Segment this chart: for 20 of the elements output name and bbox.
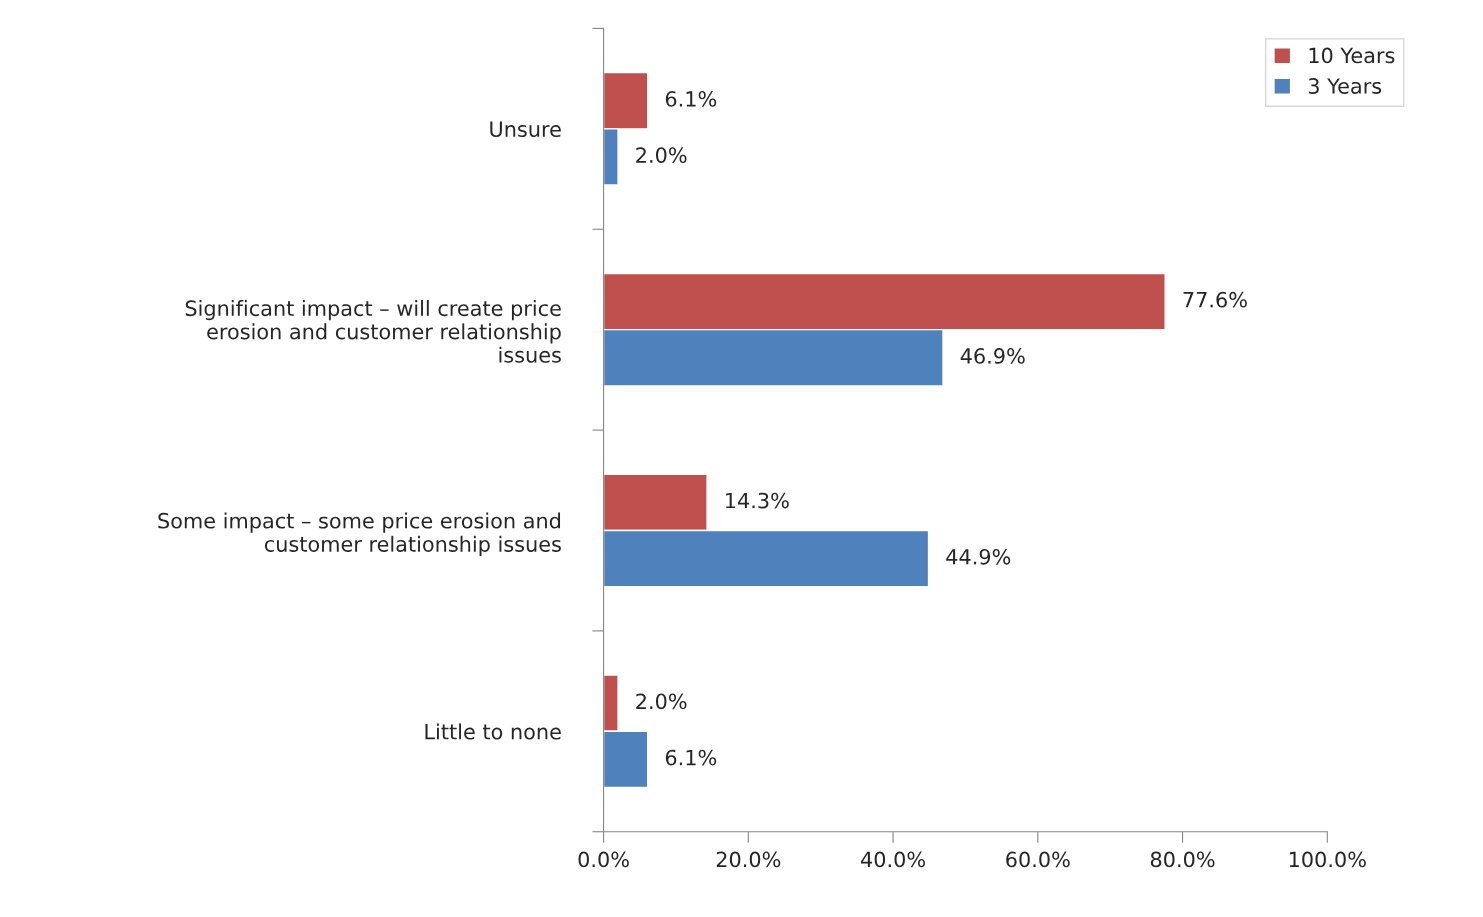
x-tick-label: 80.0% [1150, 851, 1215, 868]
legend-label: 10 Years [1309, 47, 1395, 64]
x-tick-label: 60.0% [1006, 851, 1070, 868]
y-tick-label: Unsure [490, 121, 561, 138]
y-tick-label: Some impact – some price erosion and customer relationship issues [158, 512, 561, 556]
data-label: 6.1% [665, 91, 717, 107]
data-label: 44.9% [946, 548, 1011, 565]
data-label: 2.0% [636, 693, 687, 710]
y-tick-label: Little to none [425, 723, 561, 740]
legend-label: 3 Years [1308, 78, 1382, 94]
data-label: 2.0% [636, 147, 687, 163]
data-label: 46.9% [960, 348, 1025, 364]
data-label: 77.6% [1183, 291, 1247, 308]
data-label: 14.3% [726, 492, 789, 509]
x-tick-label: 40.0% [860, 851, 925, 868]
x-tick-label: 0.0% [578, 851, 629, 868]
y-tick-label: Significant impact – will create price erosion and customer relationship issues [185, 300, 561, 363]
x-tick-label: 20.0% [716, 851, 781, 868]
data-label: 6.1% [665, 749, 717, 766]
x-tick-label: 100.0% [1289, 851, 1366, 868]
